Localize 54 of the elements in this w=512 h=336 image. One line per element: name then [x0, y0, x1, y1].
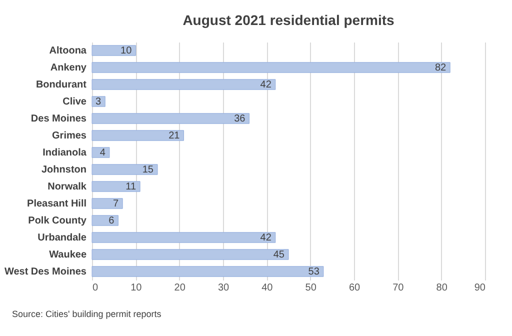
bar	[92, 96, 106, 107]
data-label: 42	[260, 232, 272, 244]
data-label: 36	[234, 114, 246, 124]
data-label: 11	[126, 182, 136, 192]
data-label: 3	[96, 96, 102, 108]
y-tick-label: Indianola	[42, 148, 87, 158]
chart-title: August 2021 residential permits	[182, 12, 395, 28]
data-label: 42	[260, 80, 272, 90]
data-label: 21	[168, 130, 180, 142]
y-tick-label: Urbandale	[38, 232, 87, 244]
data-label: 6	[108, 216, 115, 226]
data-label: 53	[308, 266, 320, 278]
bar	[92, 249, 289, 260]
bar	[92, 181, 140, 192]
bar	[92, 62, 450, 73]
bar	[92, 232, 276, 243]
data-label: 15	[142, 164, 154, 176]
y-tick-label: Altoona	[49, 46, 87, 56]
x-tick-label: 80	[436, 282, 448, 294]
x-tick-label: 30	[218, 282, 230, 294]
bar	[92, 130, 184, 141]
y-tick-label: Ankeny	[50, 62, 87, 74]
source-note: Source: Cities' building permit reports	[12, 309, 162, 319]
y-tick-label: Johnston	[42, 164, 86, 176]
data-label: 4	[100, 148, 106, 158]
x-tick-label: 10	[130, 282, 142, 294]
data-label: 10	[120, 46, 132, 56]
y-tick-label: Pleasant Hill	[27, 198, 87, 210]
bar	[92, 113, 250, 124]
bar	[92, 45, 136, 56]
y-tick-label: Norwalk	[48, 182, 87, 192]
bar	[92, 147, 110, 158]
y-tick-label: Polk County	[28, 216, 87, 226]
y-tick-label: Grimes	[52, 130, 87, 142]
x-tick-label: 0	[92, 282, 98, 294]
x-tick-label: 50	[305, 282, 317, 294]
y-tick-label: Bondurant	[36, 80, 88, 90]
y-tick-label: Waukee	[49, 250, 87, 260]
x-tick-label: 40	[262, 282, 274, 294]
x-tick-label: 20	[174, 282, 186, 294]
x-tick-label: 60	[348, 282, 360, 294]
bar	[92, 198, 123, 209]
bar	[92, 266, 324, 277]
bar	[92, 164, 158, 175]
data-label: 82	[434, 62, 447, 74]
y-tick-label: West Des Moines	[4, 266, 87, 278]
y-tick-label: Des Moines	[30, 114, 87, 124]
x-tick-label: 70	[392, 282, 404, 294]
data-label: 7	[113, 198, 120, 210]
x-tick-label: 90	[474, 282, 486, 294]
data-label: 45	[273, 250, 285, 260]
bar	[92, 215, 118, 226]
y-tick-label: Clive	[62, 96, 87, 108]
bar	[92, 79, 276, 90]
